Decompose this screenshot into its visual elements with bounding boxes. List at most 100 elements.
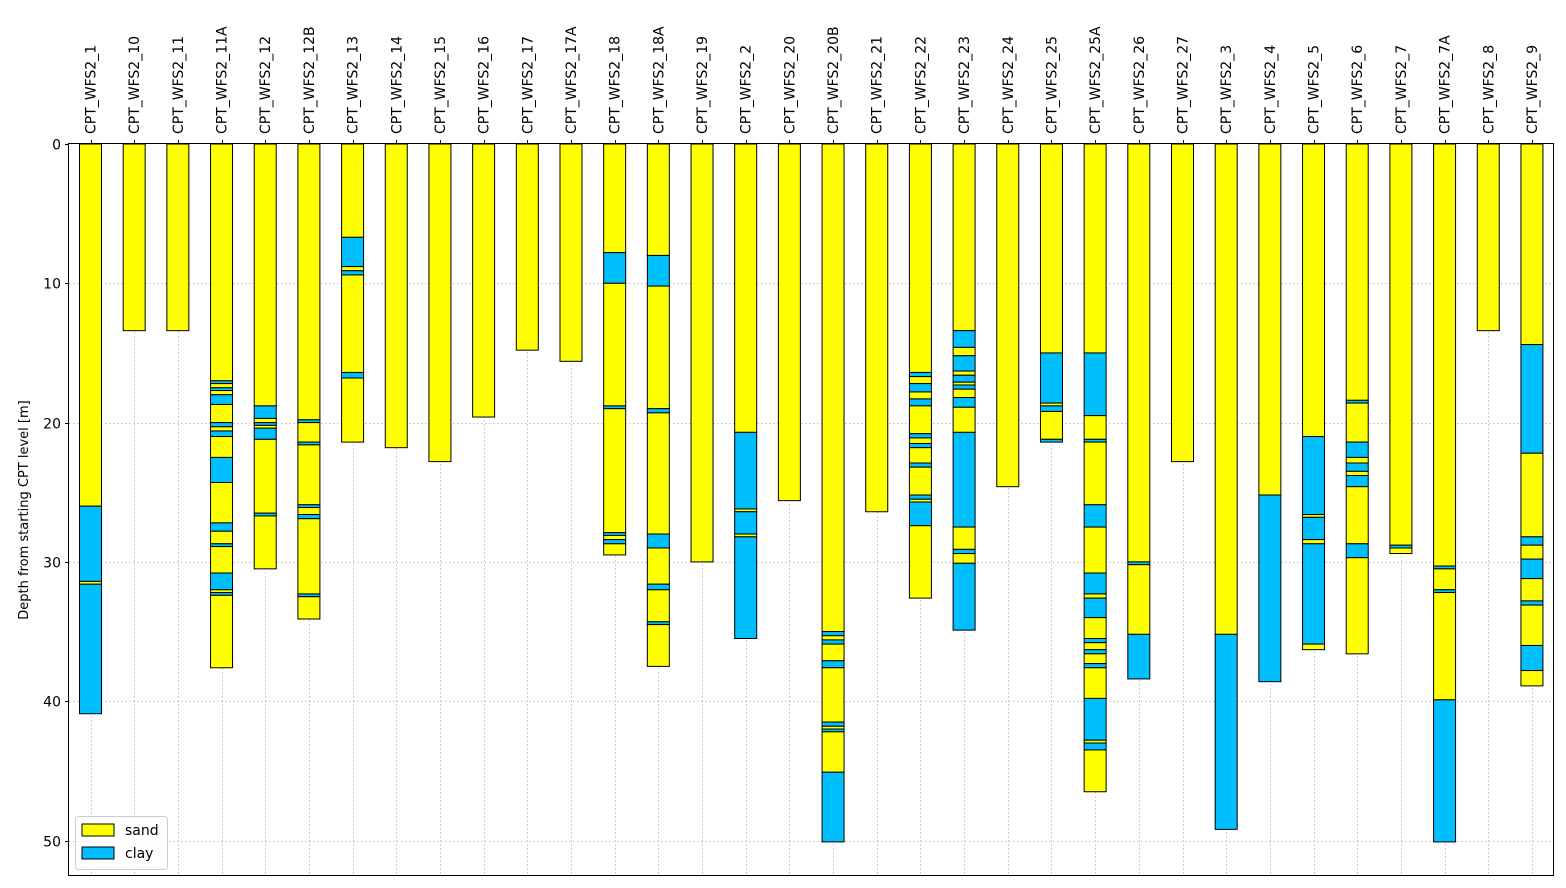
sand-layer xyxy=(908,437,932,444)
clay-layer xyxy=(821,660,845,669)
clay-layer xyxy=(952,548,976,555)
sand-layer xyxy=(821,635,845,641)
clay-layer xyxy=(908,371,932,378)
clay-layer xyxy=(1520,536,1544,546)
sand-layer xyxy=(341,274,365,373)
sand-layer xyxy=(1083,667,1107,699)
sand-layer xyxy=(777,143,801,502)
x-tick-label: CPT_WFS2_4 xyxy=(1263,45,1279,134)
bars-layer xyxy=(79,143,1544,843)
clay-layer xyxy=(1039,352,1063,404)
x-tick-label: CPT_WFS2_21 xyxy=(870,36,886,134)
clay-layer xyxy=(908,433,932,439)
cpt-column xyxy=(384,143,408,449)
sand-layer xyxy=(1476,143,1500,332)
cpt-column xyxy=(515,143,539,351)
sand-layer xyxy=(428,143,452,463)
sand-layer xyxy=(297,143,321,421)
sand-layer xyxy=(908,143,932,373)
sand-layer xyxy=(79,143,102,507)
x-tick-label: CPT_WFS2_18A xyxy=(651,26,667,134)
sand-layer xyxy=(1083,441,1107,506)
sand-layer xyxy=(1433,568,1457,591)
x-tick-label: CPT_WFS2_17 xyxy=(520,36,536,134)
cpt-column xyxy=(1127,143,1151,680)
sand-layer xyxy=(166,143,190,332)
clay-layer xyxy=(646,254,670,287)
cpt-column xyxy=(1433,143,1457,843)
x-tick-label: CPT_WFS2_11A xyxy=(215,26,231,134)
sand-layer xyxy=(603,143,627,254)
sand-layer xyxy=(646,412,670,535)
x-tick-label: CPT_WFS2_15 xyxy=(433,36,449,134)
sand-layer xyxy=(1520,544,1544,560)
x-tick-label: CPT_WFS2_19 xyxy=(695,36,711,134)
clay-layer xyxy=(1520,644,1544,672)
clay-layer xyxy=(1345,462,1369,472)
cpt-column xyxy=(1476,143,1500,332)
sand-layer xyxy=(253,515,277,570)
sand-layer xyxy=(1083,526,1107,574)
clay-layer xyxy=(1083,572,1107,595)
sand-layer xyxy=(297,444,321,506)
x-tick-label: CPT_WFS2_20B xyxy=(826,26,842,134)
sand-layer xyxy=(908,447,932,464)
plot-frame xyxy=(68,143,1554,876)
x-tick-label: CPT_WFS2_25A xyxy=(1088,26,1104,134)
sand-layer xyxy=(1127,564,1151,635)
cpt-column xyxy=(1520,143,1544,687)
sand-layer xyxy=(1345,470,1369,477)
clay-layer xyxy=(952,374,976,383)
sand-layer xyxy=(515,143,539,351)
sand-layer xyxy=(1345,456,1369,464)
sand-layer xyxy=(1083,617,1107,640)
x-tick-label: CPT_WFS2_23 xyxy=(957,36,973,134)
sand-layer xyxy=(297,518,321,595)
clay-layer xyxy=(210,456,234,483)
sand-layer xyxy=(210,482,234,524)
clay-layer xyxy=(734,536,758,640)
y-tick-label: 30 xyxy=(43,556,61,572)
sand-layer xyxy=(646,589,670,623)
cpt-column xyxy=(122,143,146,332)
sand-layer xyxy=(952,143,976,332)
x-tick-label: CPT_WFS2_24 xyxy=(1001,36,1017,134)
x-tick-label: CPT_WFS2_7 xyxy=(1394,45,1410,134)
clay-layer xyxy=(210,430,234,438)
clay-layer xyxy=(734,511,758,535)
clay-layer xyxy=(1302,543,1326,645)
sand-layer xyxy=(210,594,234,669)
sand-layer xyxy=(952,553,976,564)
sand-layer xyxy=(646,143,670,256)
clay-layer xyxy=(341,236,365,268)
cpt-column xyxy=(952,143,976,631)
cpt-column xyxy=(777,143,801,502)
sand-layer xyxy=(603,534,627,541)
sand-layer xyxy=(1520,143,1544,346)
clay-layer xyxy=(1345,475,1369,488)
sand-layer xyxy=(1083,642,1107,651)
cpt-column xyxy=(297,143,321,620)
sand-layer xyxy=(1302,143,1326,438)
sand-layer xyxy=(253,438,277,514)
sand-layer xyxy=(1345,486,1369,545)
x-tick-label: CPT_WFS2_22 xyxy=(913,36,929,134)
sand-layer xyxy=(1258,143,1282,496)
sand-layer xyxy=(1433,143,1457,567)
clay-layer xyxy=(1083,663,1107,669)
clay-layer xyxy=(1039,405,1063,412)
clay-layer xyxy=(908,494,932,500)
clay-layer xyxy=(253,427,277,440)
sand-layer xyxy=(646,624,670,667)
clay-layer xyxy=(1127,633,1151,680)
clay-layer xyxy=(646,583,670,591)
sand-layer xyxy=(1520,604,1544,646)
sand-layer xyxy=(1345,402,1369,443)
x-axis-ticks: CPT_WFS2_1 CPT_WFS2_10 CPT_WFS2_11 CPT_WFS2… xyxy=(84,26,1541,144)
sand-layer xyxy=(908,525,932,599)
sand-layer xyxy=(952,370,976,376)
clay-layer xyxy=(297,514,321,520)
sand-layer xyxy=(1345,557,1369,655)
